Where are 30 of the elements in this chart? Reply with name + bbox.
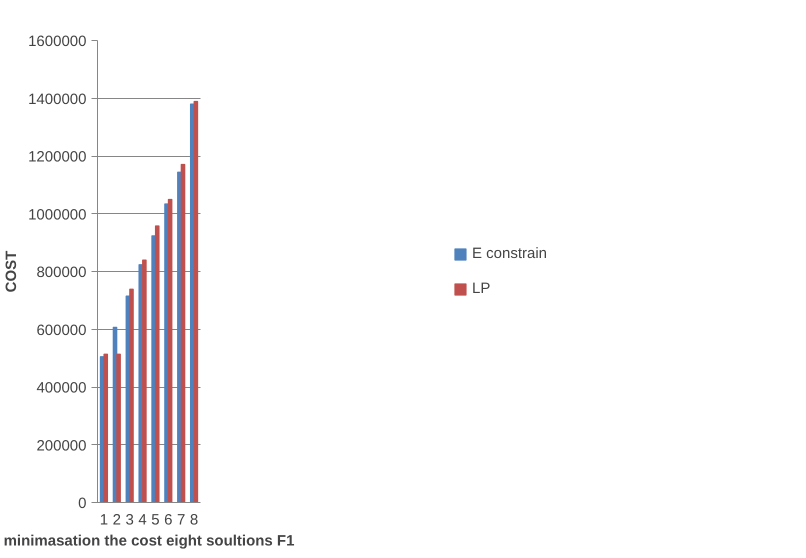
x-tick-label: 3	[126, 512, 134, 528]
legend-label: LP	[472, 280, 492, 297]
y-tick-label: 1000000	[28, 206, 87, 224]
bar	[129, 288, 134, 502]
y-tick-label: 400000	[36, 380, 87, 396]
bar	[112, 326, 118, 502]
y-tick-label: 600000	[36, 322, 87, 339]
x-axis-title: minimasation the cost eight soultions F1	[4, 532, 294, 550]
y-tick-label: 1600000	[28, 33, 87, 50]
y-tick-label: 200000	[36, 437, 87, 454]
bar	[142, 259, 147, 502]
bar	[180, 164, 186, 502]
x-tick-label: 2	[112, 512, 121, 528]
bar	[154, 225, 160, 502]
bar	[103, 354, 108, 502]
bar	[116, 354, 121, 502]
x-tick-label: 5	[151, 512, 160, 528]
y-tick-label: 0	[78, 495, 86, 512]
x-tick-label: 1	[100, 512, 108, 528]
legend-label: E constrain	[472, 245, 548, 262]
x-tick-label: 6	[164, 512, 172, 528]
y-axis-title: COST	[3, 250, 20, 292]
x-tick-label: 8	[190, 512, 198, 528]
y-tick-label: 1400000	[28, 90, 87, 108]
y-tick-label: 800000	[36, 264, 87, 281]
bar	[194, 100, 198, 502]
x-tick-label: 7	[177, 512, 186, 528]
y-tick-label: 1200000	[28, 148, 87, 166]
x-tick-label: 4	[138, 512, 147, 528]
bar	[168, 198, 172, 502]
